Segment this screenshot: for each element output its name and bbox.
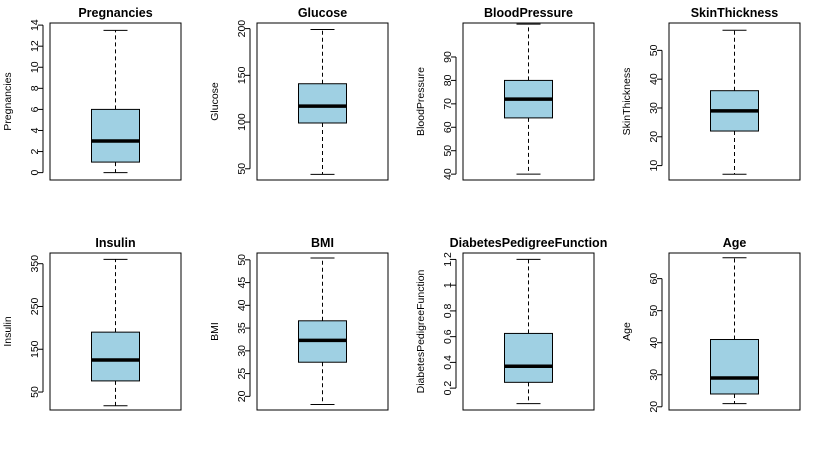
iqr-box <box>298 83 347 124</box>
y-tick-label: 40 <box>648 73 660 85</box>
iqr-box <box>91 331 140 382</box>
plot-frame <box>462 252 595 411</box>
y-tick-label: 50 <box>648 305 660 317</box>
plot-frame <box>256 252 389 411</box>
y-tick-label: 6 <box>29 106 41 112</box>
y-tick-label: 10 <box>648 160 660 172</box>
panel-title: SkinThickness <box>691 6 779 20</box>
iqr-box <box>91 108 140 163</box>
y-tick-label: 30 <box>648 369 660 381</box>
y-axis-label: BMI <box>209 322 221 341</box>
y-tick-label: 20 <box>236 390 248 402</box>
plot-frame <box>668 22 801 181</box>
panel-title: Glucose <box>298 6 347 20</box>
plot-frame <box>462 22 595 181</box>
panel-title: Age <box>723 236 747 250</box>
y-axis-label: Age <box>621 322 633 341</box>
plot-frame <box>668 252 801 411</box>
panel-pregnancies: Pregnancies 0 2 4 6 8 10 12 14 Pregnancies <box>2 6 182 181</box>
panel-title: DiabetesPedigreeFunction <box>450 236 608 250</box>
y-tick-label: 20 <box>648 401 660 413</box>
y-tick-label: 50 <box>236 163 248 175</box>
y-axis-label: Insulin <box>2 316 14 347</box>
y-tick-label: 14 <box>29 19 41 31</box>
y-tick-label: 50 <box>29 386 41 398</box>
y-axis-label: Glucose <box>209 82 221 121</box>
panel-title: Pregnancies <box>78 6 152 20</box>
y-tick-label: 40 <box>236 299 248 311</box>
plot-frame <box>256 22 389 181</box>
y-tick-label: 20 <box>648 131 660 143</box>
panel-skinthickness: SkinThickness 10 20 30 40 50 SkinThickness <box>621 6 801 181</box>
y-tick-label: 80 <box>442 74 454 86</box>
panel-diabetespedigreefunction: DiabetesPedigreeFunction 0.2 0.4 0.6 0.8 1 1.2… <box>415 236 608 411</box>
y-tick-label: 70 <box>442 98 454 110</box>
y-tick-label: 60 <box>648 273 660 285</box>
y-tick-label: 50 <box>648 44 660 56</box>
y-tick-label: 0.6 <box>442 329 454 344</box>
y-tick-label: 40 <box>442 168 454 180</box>
y-tick-label: 50 <box>442 145 454 157</box>
iqr-box <box>504 332 553 383</box>
panel-title: BloodPressure <box>484 6 573 20</box>
y-tick-label: 200 <box>236 20 248 38</box>
panel-bmi: BMI 20 25 30 35 40 45 50 BMI <box>209 236 389 411</box>
y-tick-label: 10 <box>29 61 41 73</box>
y-tick-label: 150 <box>29 340 41 358</box>
y-tick-label: 0 <box>29 170 41 176</box>
y-tick-label: 35 <box>236 322 248 334</box>
y-axis-label: DiabetesPedigreeFunction <box>415 269 427 393</box>
panel-insulin: Insulin 50 150 250 350 Insulin <box>2 236 182 411</box>
y-tick-label: 100 <box>236 113 248 131</box>
y-tick-label: 350 <box>29 255 41 273</box>
panel-title: Insulin <box>95 236 135 250</box>
y-tick-label: 2 <box>29 148 41 154</box>
y-tick-label: 1 <box>442 282 454 288</box>
y-tick-label: 30 <box>236 345 248 357</box>
y-tick-label: 60 <box>442 121 454 133</box>
y-tick-label: 4 <box>29 127 41 133</box>
y-tick-label: 40 <box>648 337 660 349</box>
y-tick-label: 8 <box>29 85 41 91</box>
panel-title: BMI <box>311 236 334 250</box>
y-axis-label: SkinThickness <box>621 68 633 136</box>
y-tick-label: 1.2 <box>442 252 454 267</box>
y-axis-label: Pregnancies <box>2 72 14 130</box>
y-tick-label: 25 <box>236 368 248 380</box>
y-tick-label: 150 <box>236 66 248 84</box>
y-tick-label: 90 <box>442 51 454 63</box>
plot-frame <box>49 252 182 411</box>
y-tick-label: 12 <box>29 40 41 52</box>
plot-frame <box>49 22 182 181</box>
panel-bloodpressure: BloodPressure 40 50 60 70 80 90 BloodPressure <box>415 6 595 181</box>
y-tick-label: 0.2 <box>442 381 454 396</box>
iqr-box <box>710 339 759 395</box>
y-tick-label: 0.4 <box>442 355 454 370</box>
y-axis-label: BloodPressure <box>415 67 427 136</box>
y-tick-label: 250 <box>29 298 41 316</box>
y-tick-label: 45 <box>236 277 248 289</box>
panel-age: Age 20 30 40 50 60 Age <box>621 236 801 413</box>
panel-glucose: Glucose 50 100 150 200 Glucose <box>209 6 389 181</box>
y-tick-label: 0.8 <box>442 303 454 318</box>
y-tick-label: 30 <box>648 102 660 114</box>
y-tick-label: 50 <box>236 254 248 266</box>
